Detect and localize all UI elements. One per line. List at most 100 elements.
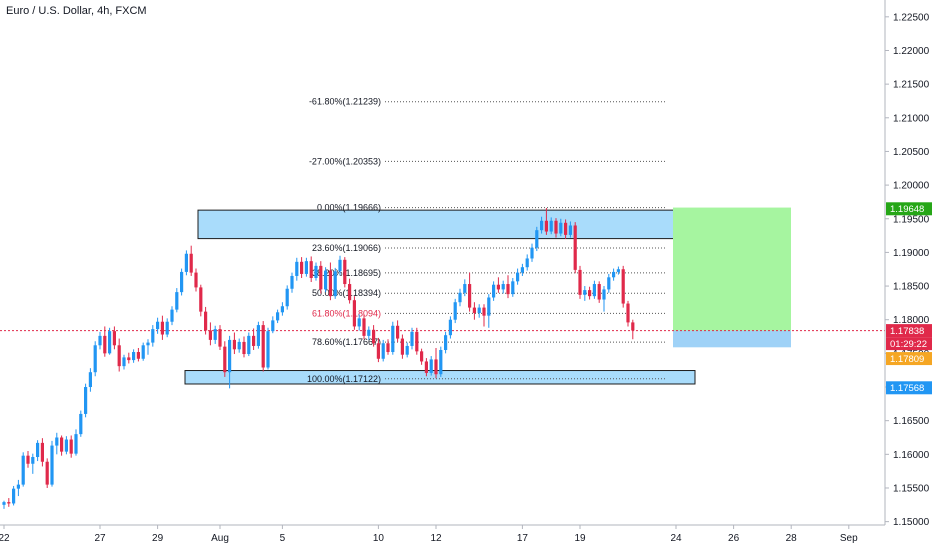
- stop-zone[interactable]: [673, 330, 791, 348]
- candle-body: [84, 387, 88, 414]
- fib-level-label: 61.80%(1.18094): [312, 308, 381, 318]
- candle-body: [64, 439, 68, 452]
- candle-body: [189, 253, 193, 273]
- candle-body: [520, 267, 524, 273]
- candle-body: [146, 342, 150, 346]
- candle-body: [40, 442, 44, 462]
- candle-body: [616, 269, 620, 272]
- candle-body: [415, 331, 419, 352]
- candle-body: [247, 335, 251, 355]
- candle-body: [472, 307, 476, 313]
- candle-body: [333, 271, 337, 297]
- candle-body: [304, 261, 308, 274]
- candle-body: [324, 270, 328, 290]
- fib-level-label: -61.80%(1.21239): [309, 97, 381, 107]
- candle-body: [7, 502, 11, 504]
- candle-body: [448, 319, 452, 336]
- time-tick-label: Sep: [840, 533, 858, 544]
- time-tick-label: 26: [728, 533, 740, 544]
- candle-body: [170, 309, 174, 322]
- candle-body: [276, 312, 280, 321]
- time-tick-label: Aug: [211, 533, 229, 544]
- chart-title: Euro / U.S. Dollar, 4h, FXCM: [6, 5, 147, 17]
- candle-body: [204, 311, 208, 331]
- candle-body: [554, 220, 558, 234]
- candle-body: [578, 269, 582, 295]
- price-badges: 1.19648 1.17838 01:29:22 1.17809 1.17568: [886, 202, 932, 395]
- candle-body: [12, 488, 16, 504]
- supply-zone[interactable]: [197, 209, 679, 240]
- candle-body: [237, 341, 241, 350]
- candle-body: [261, 325, 265, 368]
- price-tick-label: 1.18500: [893, 282, 930, 293]
- price-tick-label: 1.20500: [893, 147, 930, 158]
- candle-body: [602, 289, 606, 300]
- price-badge-label: 1.17838: [890, 326, 924, 337]
- candle-body: [612, 271, 616, 278]
- candle-body: [492, 284, 496, 298]
- candle-body: [501, 284, 505, 290]
- candle-body: [108, 331, 112, 354]
- candle-body: [420, 351, 424, 362]
- candle-body: [511, 281, 515, 295]
- candle-body: [266, 331, 270, 368]
- fib-level-label: -27.00%(1.20353): [309, 156, 381, 166]
- candle-body: [55, 437, 59, 446]
- candle-body: [348, 284, 352, 301]
- price-badge-label: 1.17809: [890, 354, 924, 365]
- candle-body: [468, 284, 472, 308]
- candle-body: [429, 359, 433, 373]
- fib-level-label: 23.60%(1.19066): [312, 243, 381, 253]
- time-tick-label: 22: [0, 533, 10, 544]
- time-axis[interactable]: 22 27 29 Aug 5 10 12 17 19 24 26 28 Sep: [0, 525, 858, 544]
- candle-body: [60, 437, 64, 452]
- candle-body: [50, 445, 54, 485]
- candle-body: [314, 265, 318, 278]
- target-zone[interactable]: [673, 207, 791, 331]
- candle-body: [112, 331, 116, 346]
- price-tick-label: 1.19500: [893, 214, 930, 225]
- candle-body: [165, 321, 169, 335]
- candle-body: [583, 290, 587, 295]
- candle-body: [564, 222, 568, 235]
- candle-body: [194, 272, 198, 288]
- candle-body: [295, 261, 299, 276]
- candle-body: [31, 457, 35, 464]
- fib-level-label: 38.20%(1.18695): [312, 268, 381, 278]
- price-badge: [886, 337, 932, 351]
- candle-body: [381, 343, 385, 359]
- candle-body: [376, 343, 380, 359]
- candle-body: [439, 350, 443, 375]
- price-badge: [886, 324, 932, 338]
- price-badge-label: 1.19648: [890, 204, 924, 215]
- time-tick-label: 10: [373, 533, 385, 544]
- candle-body: [352, 300, 356, 327]
- price-tick-label: 1.16500: [893, 416, 930, 427]
- candle-body: [343, 259, 347, 285]
- zones-layer: [184, 207, 791, 385]
- candle-body: [223, 346, 227, 373]
- candle-body: [160, 321, 164, 335]
- candle-body: [199, 287, 203, 312]
- price-badge-label: 01:29:22: [890, 339, 927, 350]
- candle-body: [362, 318, 366, 336]
- price-badge: [886, 202, 932, 216]
- price-tick-label: 1.19000: [893, 248, 930, 259]
- price-badge-label: 1.17568: [890, 383, 924, 394]
- price-tick-label: 1.15500: [893, 483, 930, 494]
- candle-body: [242, 341, 246, 355]
- candle-body: [400, 338, 404, 355]
- price-tick-label: 1.16000: [893, 450, 930, 461]
- time-tick-label: 29: [152, 533, 164, 544]
- candle-body: [621, 269, 625, 304]
- time-tick-label: 27: [94, 533, 106, 544]
- price-tick-label: 1.15000: [893, 517, 930, 528]
- candle-body: [285, 288, 289, 307]
- price-tick-label: 1.18000: [893, 315, 930, 326]
- candle-body: [26, 455, 30, 464]
- candle-body: [549, 220, 553, 232]
- candle-body: [175, 292, 179, 310]
- candle-body: [127, 357, 131, 361]
- candle-body: [93, 345, 97, 373]
